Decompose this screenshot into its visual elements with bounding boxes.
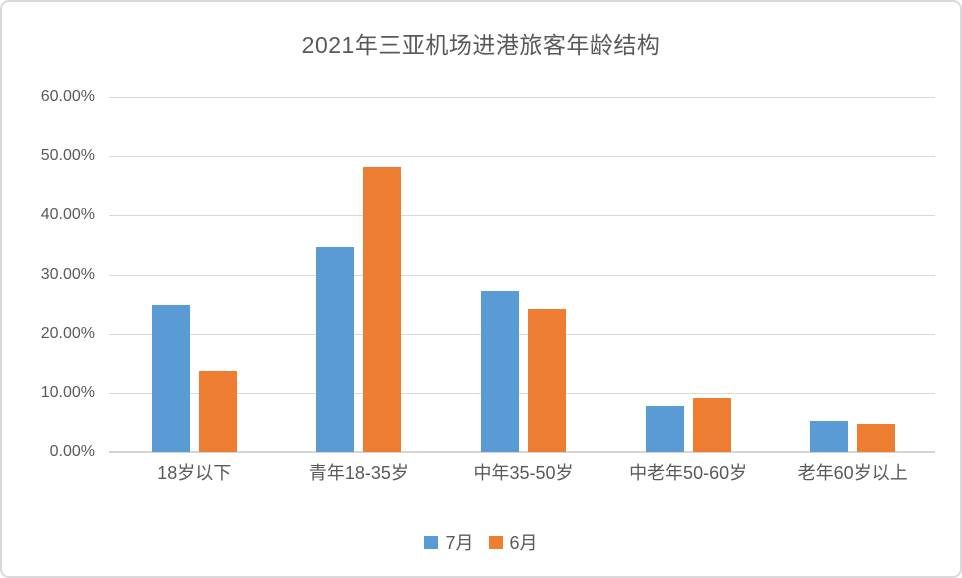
y-axis-tick-label: 40.00% — [40, 206, 95, 224]
gridline — [109, 156, 935, 158]
y-axis-tick-label: 30.00% — [40, 265, 95, 283]
legend-item-7月: 7月 — [424, 529, 474, 555]
bar-7月-中老年50-60岁 — [645, 405, 684, 452]
bar-6月-中年35-50岁 — [528, 309, 566, 452]
y-axis-tick-label: 0.00% — [49, 443, 95, 460]
gridline — [109, 215, 935, 217]
gridline — [109, 274, 935, 276]
gridline — [109, 333, 935, 335]
chart-title: 2021年三亚机场进港旅客年龄结构 — [301, 32, 661, 58]
bar-6月-18岁以下 — [198, 370, 237, 452]
x-axis-category-label: 18岁以下 — [157, 463, 232, 483]
bar-6月-中老年50-60岁 — [692, 397, 731, 452]
legend-label: 6月 — [509, 533, 538, 553]
legend-color-swatch — [424, 535, 439, 549]
y-axis-tick-label: 50.00% — [40, 147, 95, 165]
bar-7月-青年18-35岁 — [316, 246, 355, 452]
x-axis-category-label: 中老年50-60岁 — [629, 463, 748, 483]
legend-label: 7月 — [445, 533, 474, 553]
x-axis-category-label: 中年35-50岁 — [473, 463, 574, 483]
y-axis-tick-label: 60.00% — [40, 88, 95, 105]
x-axis-baseline — [109, 451, 935, 453]
legend: 7月 6月 — [2, 529, 960, 555]
gridline — [109, 97, 935, 98]
legend-item-6月: 6月 — [488, 529, 538, 555]
legend-color-swatch — [488, 535, 503, 549]
bar-7月-18岁以下 — [151, 305, 190, 452]
bar-6月-青年18-35岁 — [363, 167, 402, 452]
bar-7月-中年35-50岁 — [481, 291, 519, 452]
y-axis-tick-label: 20.00% — [40, 324, 95, 342]
bar-7月-老年60岁以上 — [810, 421, 849, 452]
y-axis-tick-label: 10.00% — [40, 383, 95, 401]
bar-6月-老年60岁以上 — [857, 424, 896, 452]
gridline — [109, 392, 935, 394]
x-axis-category-label: 老年60岁以上 — [797, 463, 908, 483]
x-axis-category-label: 青年18-35岁 — [308, 463, 409, 483]
